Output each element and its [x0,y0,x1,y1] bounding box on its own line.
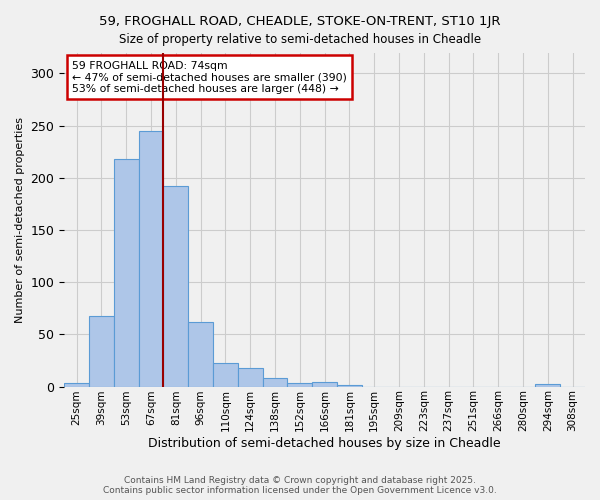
Bar [163,186,188,386]
Y-axis label: Number of semi-detached properties: Number of semi-detached properties [15,116,25,322]
X-axis label: Distribution of semi-detached houses by size in Cheadle: Distribution of semi-detached houses by … [148,437,501,450]
Bar [139,131,163,386]
Bar [535,384,560,386]
Text: Contains HM Land Registry data © Crown copyright and database right 2025.
Contai: Contains HM Land Registry data © Crown c… [103,476,497,495]
Bar [238,368,263,386]
Bar [213,362,238,386]
Bar [312,382,337,386]
Bar [287,384,312,386]
Bar [64,384,89,386]
Text: 59 FROGHALL ROAD: 74sqm
← 47% of semi-detached houses are smaller (390)
53% of s: 59 FROGHALL ROAD: 74sqm ← 47% of semi-de… [72,61,347,94]
Bar [114,159,139,386]
Text: Size of property relative to semi-detached houses in Cheadle: Size of property relative to semi-detach… [119,32,481,46]
Text: 59, FROGHALL ROAD, CHEADLE, STOKE-ON-TRENT, ST10 1JR: 59, FROGHALL ROAD, CHEADLE, STOKE-ON-TRE… [99,15,501,28]
Bar [89,316,114,386]
Bar [263,378,287,386]
Bar [188,322,213,386]
